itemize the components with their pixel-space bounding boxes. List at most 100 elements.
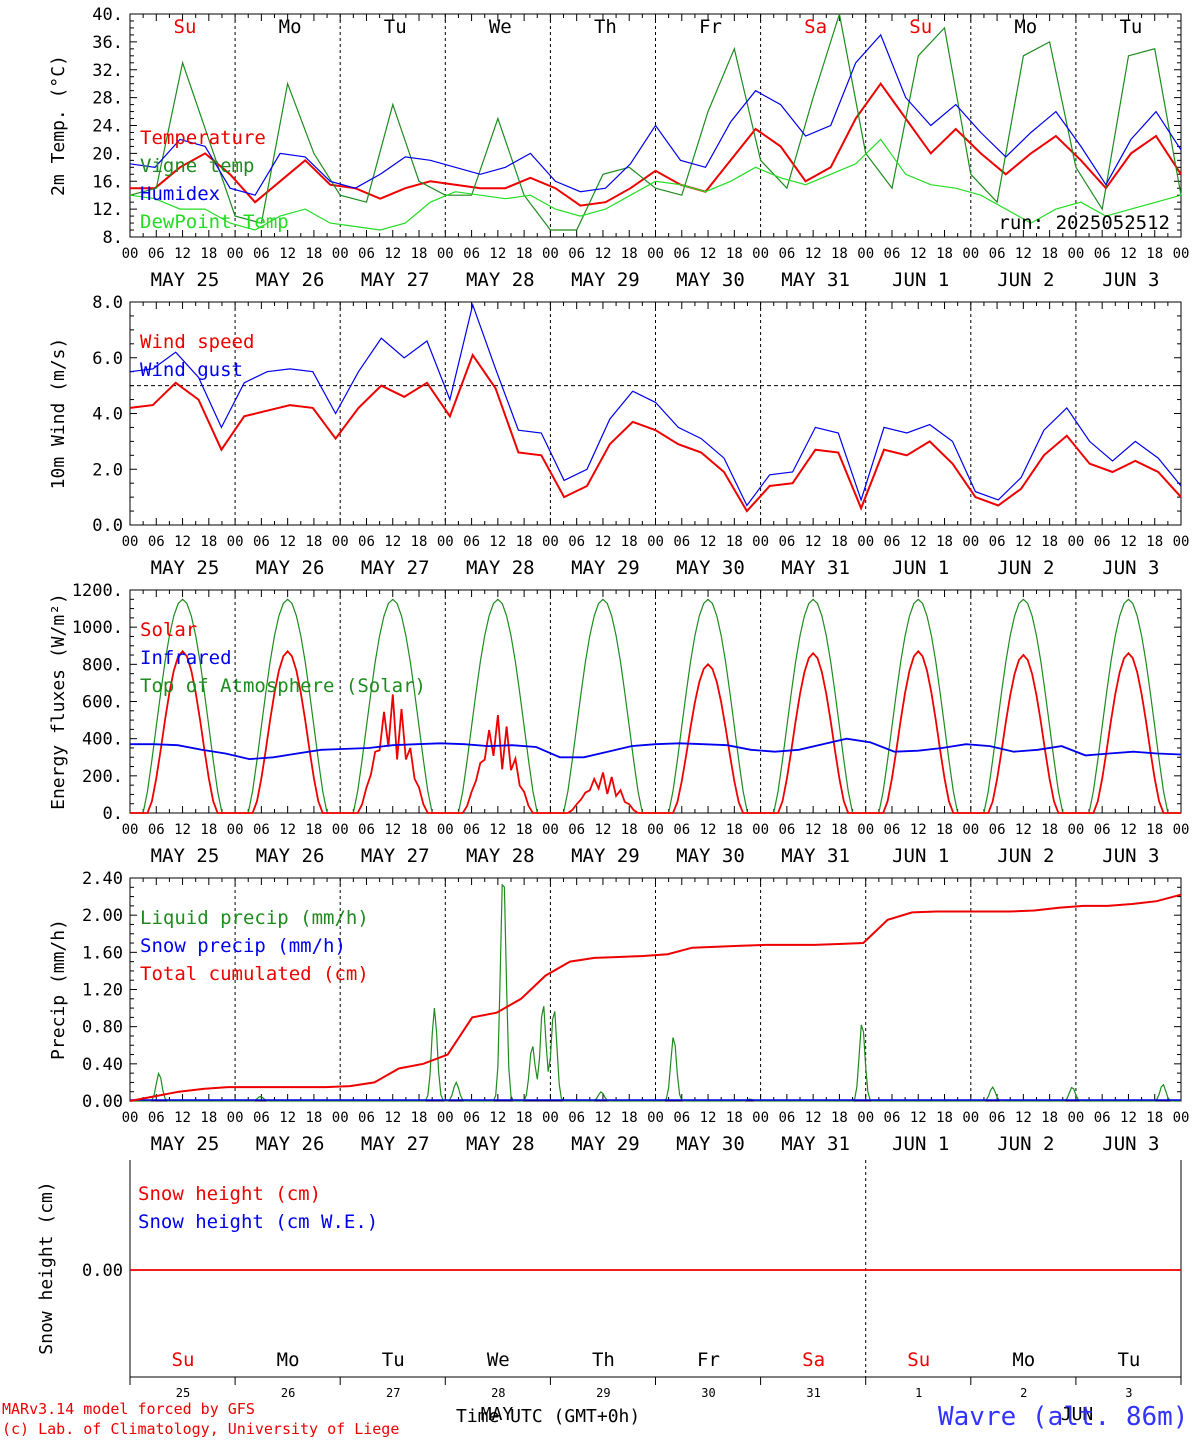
wind-frame [129,301,1182,526]
snow-day-name: Tu [1117,1349,1140,1371]
flux-hour-label: 06 [673,822,690,838]
temp-hour-label: 18 [1041,246,1058,262]
flux-hour-label: 18 [411,822,428,838]
flux-ytick-label: 0. [103,804,123,824]
wind-hour-label: 06 [778,534,795,550]
wind-panel: 0.0 2.0 4.0 6.0 8.0 10m Wind (m/s) 00 06 12 18 00 0… [48,293,1189,579]
flux-date-label: MAY 28 [466,845,535,867]
temp-date-label: MAY 29 [571,269,640,291]
snow-ylabel: Snow height (cm) [36,1181,57,1354]
flux-hour-label: 00 [542,822,559,838]
wind-hour-label: 18 [411,534,428,550]
flux-hour-label: 06 [568,822,585,838]
temp-hour-label: 18 [831,246,848,262]
precip-ytick-label: 0.00 [82,1092,123,1112]
wind-ylabel: 10m Wind (m/s) [48,338,69,490]
wind-date-label: MAY 30 [676,557,745,579]
temp-date-label: JUN 1 [892,269,949,291]
temp-hour-label: 18 [516,246,533,262]
wind-hour-label: 12 [384,534,401,550]
temp-hour-label: 12 [1120,246,1137,262]
flux-hour-label: 18 [936,822,953,838]
wind-hour-label: 18 [1041,534,1058,550]
flux-hour-label: 12 [279,822,296,838]
snow-day-name: Th [592,1349,615,1371]
precip-hour-label: 18 [200,1110,217,1126]
flux-date-label: MAY 30 [676,845,745,867]
snow-legend-item: Snow height (cm W.E.) [138,1211,378,1233]
flux-hour-label: 00 [437,822,454,838]
precip-hour-label: 12 [1015,1110,1032,1126]
temp-hour-label: 12 [595,246,612,262]
temp-legend-item: DewPoint Temp [140,211,289,233]
snow-day-name: Mo [277,1349,300,1371]
precip-series-liquid [130,883,1181,1102]
wind-hour-label: 00 [227,534,244,550]
flux-hour-label: 18 [200,822,217,838]
precipitation-panel: 0.00 0.40 0.80 1.20 1.60 2.00 2.40 Precip (mm/h… [48,869,1189,1155]
temp-ytick-label: 28. [92,89,123,109]
wind-hour-label: 12 [174,534,191,550]
precip-hour-label: 12 [595,1110,612,1126]
temp-legend-item: Temperature [140,127,266,149]
snow-day-name: Mo [1012,1349,1035,1371]
precip-legend-item: Total cumulated (cm) [140,963,369,985]
temp-hour-label: 12 [805,246,822,262]
temp-ytick-label: 40. [92,5,123,25]
flux-hour-label: 12 [805,822,822,838]
wind-hour-label: 12 [700,534,717,550]
flux-hour-label: 00 [1173,822,1190,838]
wind-series-wind-speed [129,352,1182,513]
flux-hour-label: 06 [778,822,795,838]
time-axis-title: Time UTC (GMT+0h) [456,1406,641,1427]
precip-hour-label: 00 [437,1110,454,1126]
temp-hour-label: 00 [542,246,559,262]
temp-legend-item: Vigne temp [140,155,254,177]
wind-hour-label: 06 [989,534,1006,550]
flux-ytick-label: 600. [82,693,123,713]
wind-hour-label: 06 [148,534,165,550]
flux-date-label: MAY 26 [256,845,325,867]
wind-hour-label: 00 [122,534,139,550]
temp-hour-label: 06 [568,246,585,262]
temp-ytick-label: 32. [92,61,123,81]
temp-series-vigne-temp [129,13,1182,231]
temp-hour-label: 06 [1094,246,1111,262]
flux-hour-label: 06 [884,822,901,838]
temp-date-label: MAY 27 [361,269,430,291]
temp-day-name: Tu [1119,16,1142,38]
temp-hour-label: 06 [778,246,795,262]
precip-ytick-label: 2.40 [82,869,123,889]
precip-hour-label: 06 [358,1110,375,1126]
temp-hour-label: 06 [148,246,165,262]
precip-ytick-label: 1.60 [82,943,123,963]
precip-hour-label: 06 [253,1110,270,1126]
precip-legend-item: Liquid precip (mm/h) [140,907,369,929]
flux-hour-label: 12 [700,822,717,838]
temperature-panel: 8. 12. 16. 20. 24. 28. 32. 36. 40. 2m Temp. (°C) 0… [48,5,1189,291]
precip-hour-label: 18 [516,1110,533,1126]
temp-hour-label: 12 [700,246,717,262]
flux-date-label: JUN 3 [1102,845,1159,867]
precip-hour-label: 00 [332,1110,349,1126]
snow-day-number: 3 [1125,1386,1132,1400]
temp-hour-label: 12 [1015,246,1032,262]
lab-credit: (c) Lab. of Climatology, University of L… [2,1420,400,1438]
temp-hour-label: 12 [489,246,506,262]
precip-hour-label: 06 [989,1110,1006,1126]
energy-flux-panel: 0. 200. 400. 600. 800. 1000. 1200.Energy fluxe… [48,581,1189,867]
wind-hour-label: 06 [1094,534,1111,550]
temp-date-label: JUN 3 [1102,269,1159,291]
temp-ytick-label: 24. [92,117,123,137]
precip-hour-label: 12 [805,1110,822,1126]
flux-hour-label: 12 [595,822,612,838]
temp-date-label: JUN 2 [997,269,1054,291]
precip-hour-label: 18 [621,1110,638,1126]
snow-day-name: Sa [802,1349,825,1371]
precip-hour-label: 18 [831,1110,848,1126]
precip-ytick-label: 1.20 [82,981,123,1001]
flux-hour-label: 18 [305,822,322,838]
temp-day-name: Sa [804,16,827,38]
flux-date-label: MAY 25 [151,845,220,867]
